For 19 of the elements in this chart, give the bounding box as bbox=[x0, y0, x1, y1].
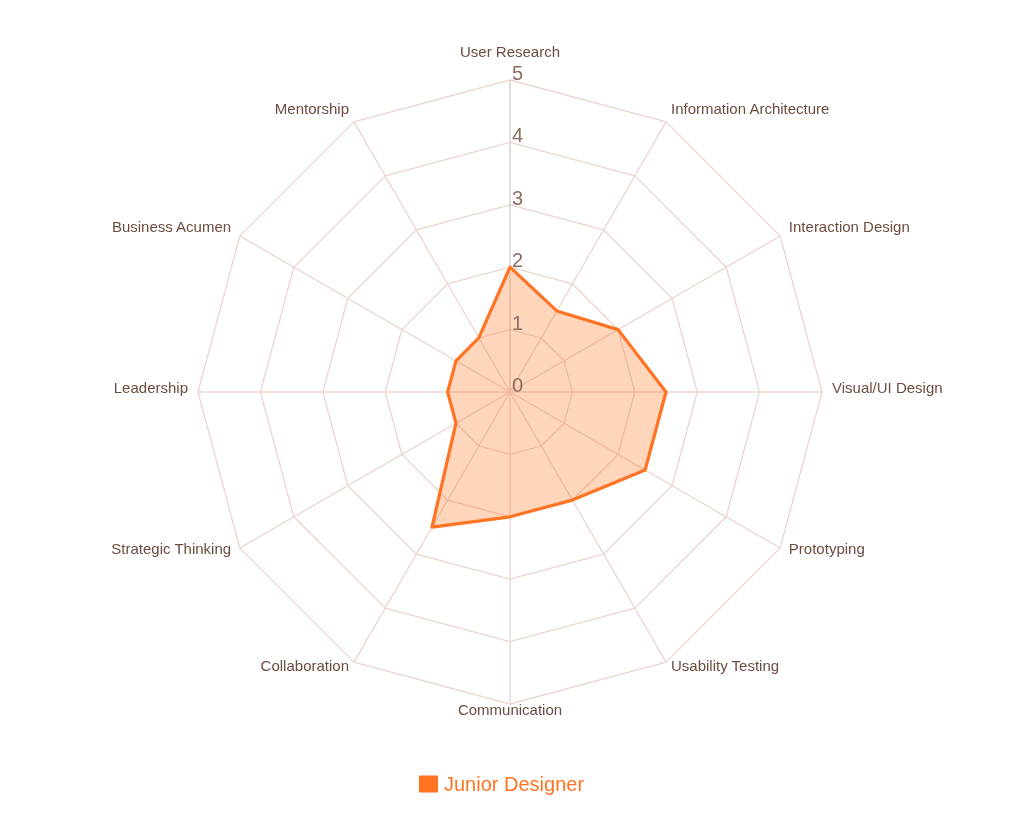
y-tick-label: 1 bbox=[512, 311, 524, 334]
spoke-label: Visual/UI Design bbox=[832, 378, 943, 396]
legend-label: Junior Designer bbox=[444, 773, 585, 795]
spoke-label: Business Acumen bbox=[111, 217, 232, 235]
spoke-label: User Research bbox=[459, 42, 561, 60]
y-tick-label: 5 bbox=[512, 62, 524, 84]
spoke-label: Information Architecture bbox=[671, 99, 830, 117]
y-tick-label: 2 bbox=[512, 249, 524, 272]
spoke-label: Collaboration bbox=[260, 657, 349, 675]
spoke-label: Strategic Thinking bbox=[111, 539, 232, 557]
y-tick-label: 0 bbox=[512, 374, 524, 396]
spoke-label: Prototyping bbox=[788, 539, 865, 557]
y-tick-label: 4 bbox=[512, 124, 524, 147]
y-tick-label: 3 bbox=[512, 186, 524, 209]
spoke-label: Communication bbox=[457, 700, 563, 718]
spoke-label: Usability Testing bbox=[671, 657, 780, 675]
spoke-label: Interaction Design bbox=[788, 217, 910, 235]
spoke-label: Leadership bbox=[113, 378, 188, 396]
spoke-label: Mentorship bbox=[274, 99, 349, 117]
